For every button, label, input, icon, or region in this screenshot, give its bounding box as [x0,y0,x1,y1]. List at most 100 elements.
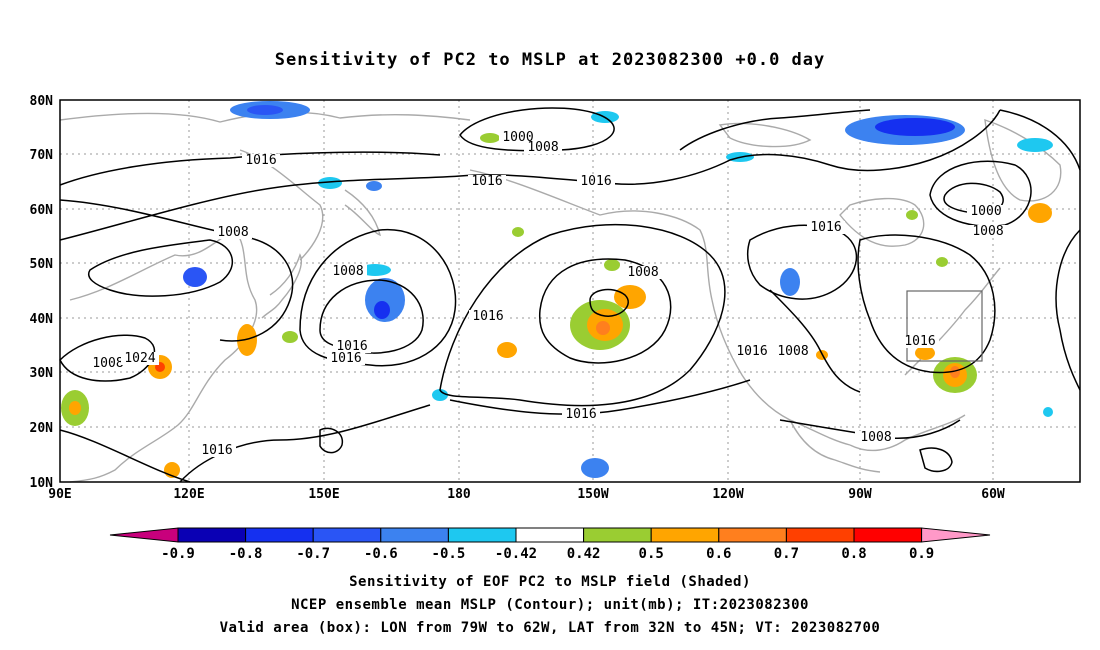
shade-neg [581,458,609,478]
lat-tick-label: 10N [30,476,54,491]
shade-neg [1043,407,1053,417]
gridlines [60,100,1080,482]
shade-pos [480,133,500,143]
shade-pos [1028,203,1052,223]
colorbar-swatch [447,527,517,543]
shade-neg [432,389,448,401]
lon-tick-label: 120E [173,487,204,502]
lon-tick-label: 180 [447,487,471,502]
colorbar-tick-label: -0.6 [364,546,398,560]
contour-label: 1008 [627,265,658,280]
colorbar-tick-label: -0.8 [229,546,263,560]
lon-tick-label: 150W [577,487,608,502]
colorbar-tick-label: -0.7 [296,546,330,560]
plot-frame [59,99,1081,483]
contour-label: 1008 [217,225,248,240]
colorbar-tick-label: 0.9 [909,546,934,560]
contour-label: 1016 [201,443,232,458]
contour-label-bg [89,357,127,370]
contour-label: 1016 [245,153,276,168]
greenland [984,118,1062,202]
lat-axis-labels: 80N 70N 60N 50N 40N 30N 20N 10N [30,94,54,491]
contour-label-bg [121,352,159,365]
east-asia-coastline [69,229,258,483]
colorbar-swatch [245,527,314,543]
shade-pos [936,257,948,267]
shade-pos [282,331,298,343]
colorbar-high-arrow [921,527,991,543]
shade-neg [366,181,382,191]
contour-label-bg [624,266,662,279]
contour-label: 1016 [565,407,596,422]
lon-tick-label: 60W [981,487,1005,502]
lon-tick-label: 150E [308,487,339,502]
contour-label: 1008 [92,356,123,371]
lat-tick-label: 80N [30,94,54,109]
contour-label: 1016 [336,339,367,354]
colorbar-tick-label: -0.42 [495,546,537,560]
shade-pos [512,227,524,237]
colorbar-tick-label: 0.5 [639,546,664,560]
contour-label: 1016 [330,351,361,366]
shade-pos [614,285,646,309]
lat-tick-label: 70N [30,148,54,163]
colorbar-swatch [515,527,585,543]
contour-label: 1016 [904,334,935,349]
shade-pos [906,210,918,220]
contour-label-bg [499,131,537,144]
hudson-bay [839,197,925,247]
contour-label-bg [333,340,371,353]
shade-pos [596,321,610,335]
colorbar-swatch [380,527,449,543]
colorbar-swatch [583,527,652,543]
shade-pos [69,401,81,415]
valid-area-box [906,290,983,362]
chart-title: Sensitivity of PC2 to MSLP at 2023082300… [274,50,826,70]
kamchatka [344,189,382,237]
contour-label-bg [524,141,562,154]
contour-label-bg [733,345,771,358]
contour-label: 1016 [580,174,611,189]
japan [261,253,302,319]
contour-label-bg [469,310,507,323]
mexico-coastline [789,419,881,473]
lat-tick-label: 60N [30,203,54,218]
shade-neg [374,301,390,319]
mslp-contours [59,107,1081,483]
shade-pos [497,342,517,358]
shade-pos [604,259,620,271]
contour-label: 1016 [736,344,767,359]
lat-tick-label: 20N [30,421,54,436]
colorbar-swatch [785,527,855,543]
shade-pos [950,366,960,378]
arctic-islands [718,122,812,148]
contour-label: 1000 [970,204,1001,219]
contour-label: 1016 [471,174,502,189]
shade-pos [237,324,257,356]
contour-label: 1008 [972,224,1003,239]
lon-tick-label: 90E [48,487,71,502]
contour-label: 1008 [777,344,808,359]
contour-label-bg [327,352,365,365]
colorbar-swatch [650,527,720,543]
lat-tick-label: 50N [30,257,54,272]
contour-label: 1008 [332,264,363,279]
colorbar-swatch [177,527,247,543]
lon-tick-label: 120W [712,487,743,502]
contour-label: 1016 [472,309,503,324]
lat-tick-label: 30N [30,366,54,381]
sensitivity-shading [61,101,1053,478]
gulf-coast [849,414,966,452]
caption-contour: NCEP ensemble mean MSLP (Contour); unit(… [291,597,809,613]
contour-label-bg [198,444,236,457]
contour-label-bg [901,335,939,348]
contour-label-bg [774,345,812,358]
shade-neg [318,177,342,189]
caption-shaded: Sensitivity of EOF PC2 to MSLP field (Sh… [349,574,751,590]
lon-tick-label: 90W [848,487,872,502]
colorbar-tick-label: 0.7 [774,546,799,560]
contour-label: 1008 [527,140,558,155]
contour-label-bg [857,431,895,444]
colorbar-low-arrow [109,527,179,543]
